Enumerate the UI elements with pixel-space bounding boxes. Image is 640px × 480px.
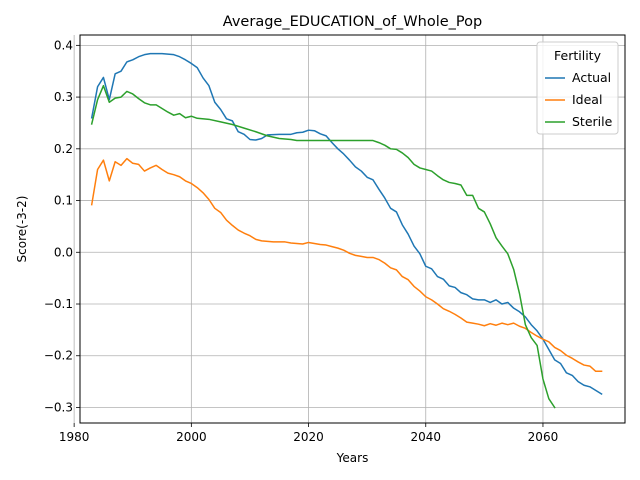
y-axis-title: Score(-3-2)	[15, 196, 29, 263]
legend-label-sterile: Sterile	[572, 114, 613, 129]
y-tick-label: −0.2	[44, 349, 73, 363]
x-tick-label: 2060	[528, 430, 559, 444]
legend: Fertility Actual Ideal Sterile	[537, 42, 618, 134]
x-tick-label: 2020	[293, 430, 324, 444]
legend-label-ideal: Ideal	[572, 92, 602, 107]
y-tick-label: 0.3	[54, 90, 73, 104]
legend-label-actual: Actual	[572, 70, 611, 85]
legend-title: Fertility	[554, 48, 602, 63]
y-tick-label: −0.3	[44, 400, 73, 414]
y-tick-label: 0.4	[54, 38, 73, 52]
x-axis-title: Years	[336, 451, 369, 465]
y-tick-label: 0.1	[54, 194, 73, 208]
x-tick-label: 2040	[410, 430, 441, 444]
y-tick-label: 0.0	[54, 245, 73, 259]
x-tick-label: 1980	[59, 430, 90, 444]
chart-title: Average_EDUCATION_of_Whole_Pop	[223, 14, 482, 30]
y-tick-label: 0.2	[54, 142, 73, 156]
x-tick-label: 2000	[176, 430, 207, 444]
y-tick-label: −0.1	[44, 297, 73, 311]
